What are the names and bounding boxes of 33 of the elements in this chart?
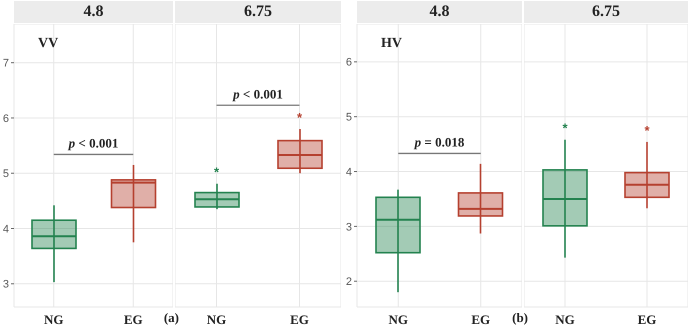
x-tick-label: EG <box>471 312 490 327</box>
annotation: * <box>562 120 568 136</box>
x-tick-label: EG <box>290 312 309 327</box>
x-axis-title: (b) <box>512 310 528 326</box>
x-tick-label: NG <box>44 312 64 327</box>
y-tick-label: 5 <box>2 168 9 180</box>
text: HV <box>381 36 402 52</box>
x-axis-title: (a) <box>164 310 179 326</box>
annotation: * <box>214 164 220 180</box>
chart-title: 6.75 <box>524 1 688 23</box>
y-tick-label: 4 <box>2 223 9 236</box>
y-tick-label: 4 <box>346 166 352 178</box>
text: VV <box>38 36 58 52</box>
x-tick-label: NG <box>206 312 226 327</box>
y-tick-label: 3 <box>346 221 352 234</box>
y-tick-label: 7 <box>2 58 9 70</box>
chart-title: 6.75 <box>175 1 341 23</box>
chart-title: 4.8 <box>357 1 522 23</box>
chart-title: 4.8 <box>14 1 173 23</box>
x-tick-label: EG <box>124 312 143 327</box>
y-tick-label: 2 <box>346 276 352 288</box>
y-tick-label: 6 <box>2 112 9 125</box>
y-tick-label: 6 <box>346 56 352 69</box>
annotation: p < 0.001 <box>68 135 118 150</box>
annotation: p < 0.001 <box>232 86 283 102</box>
annotation: * <box>296 110 303 125</box>
x-tick-label: NG <box>555 312 575 327</box>
y-tick-label: 3 <box>2 278 9 291</box>
annotation: p = 0.018 <box>414 134 465 150</box>
x-tick-label: NG <box>388 312 408 327</box>
y-tick-label: 5 <box>346 112 352 124</box>
x-tick-label: EG <box>638 312 656 327</box>
annotation: * <box>644 122 650 138</box>
